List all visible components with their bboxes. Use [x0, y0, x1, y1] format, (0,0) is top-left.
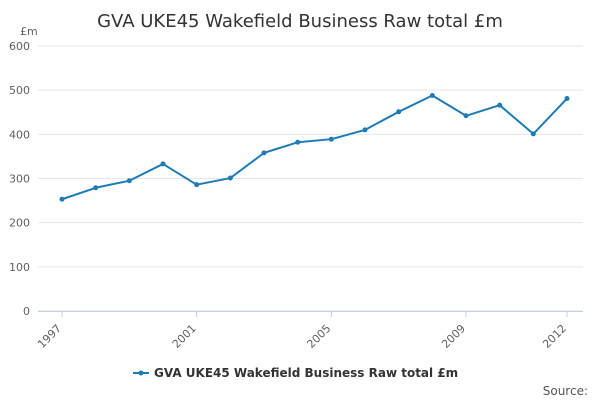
x-axis: 1997 2001 2005 2009 2012: [35, 311, 583, 351]
chart-title: GVA UKE45 Wakefield Business Raw total £…: [97, 11, 503, 32]
legend-label: GVA UKE45 Wakefield Business Raw total £…: [154, 366, 458, 380]
data-point[interactable]: [497, 102, 503, 108]
data-point[interactable]: [530, 131, 536, 137]
y-tick-label: 400: [9, 128, 30, 141]
x-tick-label: 1997: [35, 322, 64, 351]
y-tick-label: 500: [9, 84, 30, 97]
y-tick-label: 300: [9, 173, 30, 186]
y-tick-label: 100: [9, 261, 30, 274]
data-point[interactable]: [328, 136, 334, 142]
data-point[interactable]: [227, 175, 233, 181]
y-tick-label: 0: [23, 305, 30, 318]
data-point[interactable]: [93, 185, 99, 191]
y-tick-label: 600: [9, 40, 30, 53]
y-axis-unit-label: £m: [20, 25, 38, 38]
data-point[interactable]: [126, 178, 132, 184]
legend-swatch-marker: [138, 370, 144, 376]
legend[interactable]: GVA UKE45 Wakefield Business Raw total £…: [133, 366, 458, 380]
source-label: Source:: [543, 384, 588, 398]
data-point[interactable]: [564, 96, 570, 102]
data-point[interactable]: [429, 92, 435, 98]
data-point[interactable]: [362, 127, 368, 133]
data-point[interactable]: [194, 182, 200, 188]
data-point[interactable]: [463, 113, 469, 119]
series-layer: [59, 92, 570, 202]
data-point[interactable]: [295, 139, 301, 145]
y-tick-label: 200: [9, 217, 30, 230]
x-tick-label: 2005: [304, 322, 333, 351]
data-point[interactable]: [59, 196, 65, 202]
y-axis-ticks: 0 100 200 300 400 500 600: [9, 40, 30, 318]
series-line: [61, 94, 568, 201]
x-tick-label: 2012: [540, 322, 569, 351]
data-point[interactable]: [160, 161, 166, 167]
data-point[interactable]: [396, 109, 402, 115]
grid-layer: [38, 45, 583, 312]
data-point[interactable]: [261, 150, 267, 156]
x-tick-label: 2009: [439, 322, 468, 351]
x-tick-label: 2001: [170, 322, 199, 351]
